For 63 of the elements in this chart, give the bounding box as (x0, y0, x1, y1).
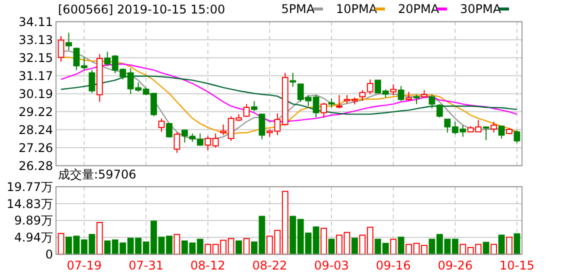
candlestick (258, 113, 266, 140)
candlestick (498, 126, 505, 139)
bar (498, 234, 505, 255)
y-tick-label: 19.77万 (6, 180, 53, 194)
bar (506, 236, 512, 255)
candlestick (398, 86, 404, 102)
x-tick-label: 08-22 (252, 258, 288, 272)
candlestick (320, 102, 327, 118)
y-tick-label: 0 (45, 248, 53, 262)
chart-title: [600566] 2019-10-15 15:00 (58, 2, 226, 17)
x-tick-label: 07-19 (66, 258, 102, 272)
bar (490, 244, 497, 255)
y-tick-label: 28.24 (18, 122, 53, 137)
candlestick (336, 94, 342, 110)
bar (236, 240, 242, 255)
candlestick (66, 32, 72, 51)
bar (96, 222, 103, 255)
y-tick-label: 14.83万 (6, 196, 53, 211)
candlestick (406, 91, 412, 102)
candlestick (413, 94, 420, 105)
bar (320, 228, 327, 255)
candlestick (436, 104, 443, 118)
bar (174, 234, 180, 255)
bar (58, 232, 64, 255)
bar (390, 238, 397, 255)
y-tick-label: 33.13 (18, 32, 53, 47)
legend-label: 20PMA (398, 2, 440, 16)
y-tick-label: 29.22 (18, 104, 53, 119)
y-tick-label: 32.15 (18, 50, 53, 65)
y-tick-label: 30.19 (18, 86, 53, 101)
legend-label: 30PMA (460, 2, 502, 16)
candlestick (290, 72, 296, 88)
candlestick (88, 70, 96, 94)
y-tick-label: 4.94万 (14, 230, 53, 245)
candlestick (490, 121, 497, 134)
y-tick-label: 27.26 (18, 140, 53, 155)
candlestick (390, 84, 397, 96)
bar (351, 238, 358, 255)
x-tick-label: 09-26 (438, 258, 473, 272)
y-tick-label: 34.11 (18, 14, 53, 29)
candlestick (428, 94, 436, 110)
x-tick-label: 07-31 (128, 258, 164, 272)
candlestick (158, 118, 165, 132)
y-tick-label: 31.17 (18, 68, 53, 83)
y-tick-label: 9.89万 (14, 214, 53, 228)
bar (514, 233, 520, 255)
legend-label: 5PMA (281, 2, 316, 16)
candlestick (58, 36, 64, 62)
bar (243, 238, 250, 255)
candlestick (482, 126, 490, 141)
bar (398, 236, 404, 255)
bar (482, 242, 490, 255)
x-tick-label: 08-12 (190, 258, 226, 272)
candlestick (514, 130, 520, 144)
candlestick (174, 132, 180, 154)
candlestick (251, 100, 258, 112)
chart-title: 成交量:59706 (58, 168, 136, 182)
candlestick (243, 104, 250, 118)
y-tick-label: 26.28 (18, 158, 53, 173)
legend-label: 10PMA (336, 2, 378, 16)
x-tick-label: 09-03 (314, 258, 349, 272)
x-tick-label: 09-16 (376, 258, 411, 272)
x-tick-label: 10-15 (500, 258, 534, 272)
